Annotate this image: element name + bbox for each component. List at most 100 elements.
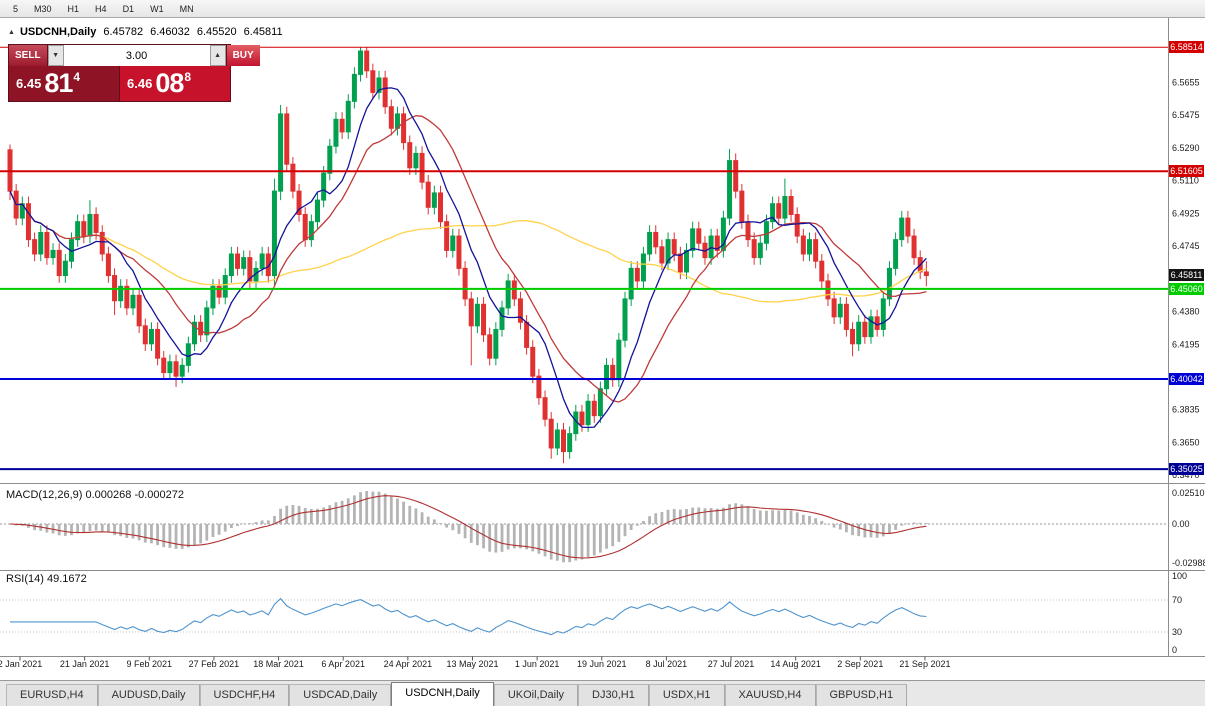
tab-USDCAD-Daily[interactable]: USDCAD,Daily (289, 684, 392, 706)
timeframe-button-H1[interactable]: H1 (67, 3, 80, 14)
tab-EURUSD-H4[interactable]: EURUSD,H4 (6, 684, 98, 706)
volume-increase-button[interactable]: ▲ (209, 45, 226, 66)
timeframe-button-H4[interactable]: H4 (95, 3, 107, 14)
svg-text:21 Sep 2021: 21 Sep 2021 (899, 659, 950, 669)
chart-tabs-bar: EURUSD,H4 AUDUSD,Daily USDCHF,H4 USDCAD,Dai… (0, 680, 1205, 706)
ohlc-high: 6.46032 (150, 26, 190, 38)
volume-control: ▼ ▲ (47, 45, 226, 66)
ma-slow-line (9, 190, 927, 303)
timeframe-button-MN[interactable]: MN (179, 3, 194, 14)
indicator-axes: 0.02510 0.00 -0.02988 100 70 30 0 (1172, 488, 1205, 655)
sell-price-big: 81 (44, 68, 73, 98)
buy-price-prefix: 6.46 (127, 76, 153, 91)
price-level-badge-6.35025: 6.35025 (1169, 463, 1204, 476)
sell-price-prefix: 6.45 (16, 76, 42, 91)
svg-text:8 Jul 2021: 8 Jul 2021 (646, 659, 688, 669)
ohlc-low: 6.45520 (196, 26, 237, 38)
macd-indicator-label: MACD(12,26,9) 0.000268 -0.000272 (6, 489, 184, 501)
trade-controls-row: SELL ▼ ▲ BUY (9, 45, 260, 66)
svg-text:6.5655: 6.5655 (1172, 77, 1200, 87)
svg-text:18 Mar 2021: 18 Mar 2021 (253, 659, 304, 669)
rsi-line (10, 597, 927, 636)
svg-text:6.4380: 6.4380 (1172, 306, 1200, 316)
svg-text:21 Jan 2021: 21 Jan 2021 (60, 659, 110, 669)
macd-title: MACD(12,26,9) (6, 489, 83, 501)
date-axis: 2 Jan 2021 21 Jan 2021 9 Feb 2021 27 Feb 20… (0, 656, 950, 669)
svg-text:27 Feb 2021: 27 Feb 2021 (189, 659, 240, 669)
volume-input[interactable] (63, 45, 210, 66)
panel-separators (0, 18, 1205, 657)
tab-USDCHF-H4[interactable]: USDCHF,H4 (199, 684, 290, 706)
tab-AUDUSD-Daily[interactable]: AUDUSD,Daily (97, 684, 200, 706)
svg-text:6 Apr 2021: 6 Apr 2021 (321, 659, 365, 669)
symbol-name: USDCNH,Daily (19, 26, 97, 38)
macd-signal-line (9, 495, 927, 559)
rsi-panel (0, 597, 1168, 636)
timeframe-button-W1[interactable]: W1 (150, 3, 164, 14)
rsi-indicator-label: RSI(14) 49.1672 (6, 573, 87, 585)
ma-mid-line (9, 115, 927, 403)
candles-group (7, 47, 929, 464)
svg-text:6.3650: 6.3650 (1172, 438, 1200, 448)
svg-text:100: 100 (1172, 571, 1187, 581)
buy-price-big: 08 (155, 68, 184, 98)
timeframe-toolbar: 5 M30 H1 H4 D1 W1 MN (0, 0, 1205, 18)
svg-text:0.02510: 0.02510 (1172, 488, 1205, 498)
svg-text:24 Apr 2021: 24 Apr 2021 (384, 659, 433, 669)
svg-text:6.5290: 6.5290 (1172, 143, 1200, 153)
timeframe-button-5[interactable]: 5 (13, 3, 19, 14)
svg-text:6.5475: 6.5475 (1172, 110, 1200, 120)
buy-button[interactable]: BUY (225, 45, 260, 66)
tab-USDCNH-Daily[interactable]: USDCNH,Daily (391, 682, 494, 706)
rsi-title: RSI(14) (6, 573, 44, 585)
trade-prices-row: 6.45 81 4 6.46 08 8 (9, 66, 230, 101)
tab-UKOil-Daily[interactable]: UKOil,Daily (493, 684, 579, 706)
svg-text:14 Aug 2021: 14 Aug 2021 (770, 659, 821, 669)
svg-text:2 Jan 2021: 2 Jan 2021 (0, 659, 42, 669)
tab-GBPUSD-H1[interactable]: GBPUSD,H1 (815, 684, 908, 706)
sell-button[interactable]: SELL (9, 45, 48, 66)
svg-text:19 Jun 2021: 19 Jun 2021 (577, 659, 627, 669)
rsi-value: 49.1672 (46, 573, 87, 585)
tab-USDX-H1[interactable]: USDX,H1 (648, 684, 725, 706)
price-level-badge-6.51605: 6.51605 (1169, 165, 1204, 178)
sell-price[interactable]: 6.45 81 4 (9, 66, 120, 101)
horizontal-level-lines[interactable] (0, 46, 1168, 471)
price-level-badge-6.45060: 6.45060 (1169, 282, 1204, 295)
ohlc-close: 6.45811 (243, 26, 283, 38)
timeframe-button-M30[interactable]: M30 (34, 3, 52, 14)
timeframe-button-D1[interactable]: D1 (122, 3, 135, 14)
svg-text:0.00: 0.00 (1172, 519, 1190, 529)
ohlc-open: 6.45782 (103, 26, 144, 38)
svg-text:6.4745: 6.4745 (1172, 241, 1200, 251)
macd-panel (0, 491, 1168, 563)
svg-text:6.4195: 6.4195 (1172, 340, 1200, 350)
buy-price-sup: 8 (184, 70, 192, 84)
svg-text:27 Jul 2021: 27 Jul 2021 (708, 659, 755, 669)
current-price-badge: 6.45811 (1169, 269, 1204, 282)
price-level-badge-6.40042: 6.40042 (1169, 372, 1204, 385)
ma-fast-line (9, 87, 927, 429)
svg-text:13 May 2021: 13 May 2021 (446, 659, 498, 669)
price-level-badge-6.58514: 6.58514 (1169, 41, 1204, 54)
svg-text:9 Feb 2021: 9 Feb 2021 (127, 659, 173, 669)
svg-text:2 Sep 2021: 2 Sep 2021 (837, 659, 883, 669)
collapse-trade-panel-icon[interactable]: ▲ (8, 28, 15, 36)
symbol-header: ▲ USDCNH,Daily 6.45782 6.46032 6.45520 6… (8, 26, 283, 38)
svg-text:6.5110: 6.5110 (1172, 175, 1199, 185)
tab-XAUUSD-H4[interactable]: XAUUSD,H4 (724, 684, 816, 706)
svg-text:70: 70 (1172, 595, 1182, 605)
tab-DJ30-H1[interactable]: DJ30,H1 (578, 684, 649, 706)
svg-text:6.4925: 6.4925 (1172, 209, 1200, 219)
svg-text:0: 0 (1172, 645, 1177, 655)
volume-decrease-button[interactable]: ▼ (47, 45, 64, 66)
svg-text:30: 30 (1172, 627, 1182, 637)
svg-text:1 Jun 2021: 1 Jun 2021 (515, 659, 560, 669)
svg-text:-0.02988: -0.02988 (1172, 558, 1205, 568)
sell-price-sup: 4 (73, 70, 81, 84)
buy-price[interactable]: 6.46 08 8 (120, 66, 230, 101)
svg-text:6.3835: 6.3835 (1172, 404, 1200, 414)
